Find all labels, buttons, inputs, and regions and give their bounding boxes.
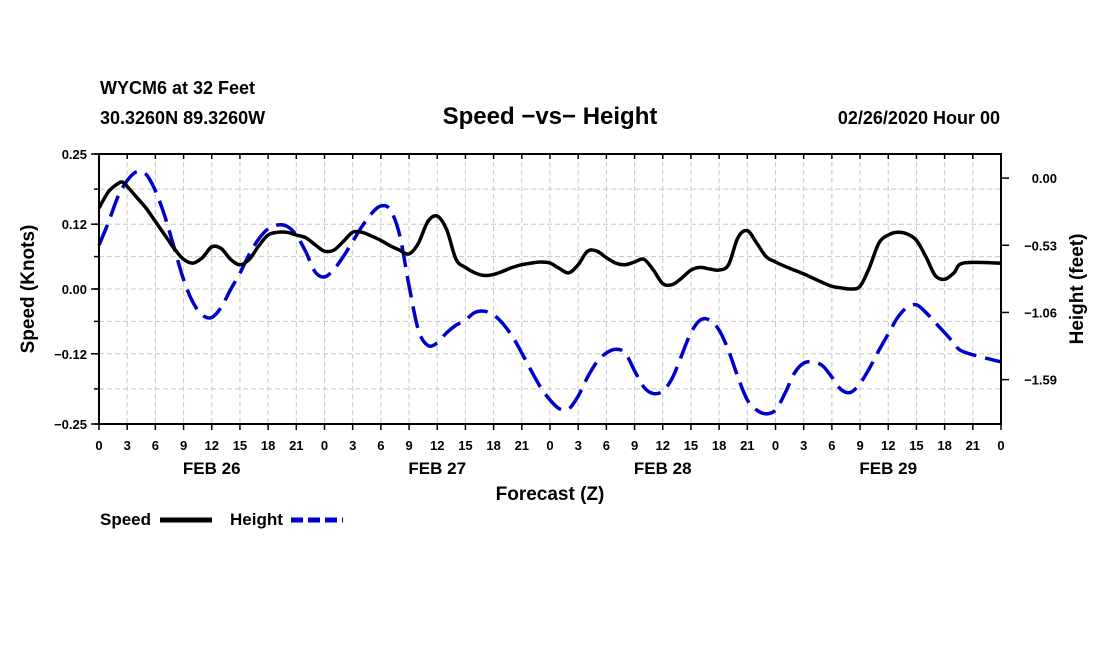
day-label: FEB 29 — [859, 459, 917, 478]
x-tick-label: 9 — [856, 438, 863, 453]
y-right-tick-label: 0.00 — [1032, 171, 1057, 186]
grid-lines — [99, 154, 1001, 424]
speed-series-line — [97, 180, 1002, 291]
x-tick-label: 18 — [486, 438, 500, 453]
y-axis-left-title: Speed (Knots) — [18, 225, 39, 354]
x-tick-label: 18 — [712, 438, 726, 453]
y-axis-right-title: Height (feet) — [1067, 234, 1088, 345]
x-tick-label: 9 — [405, 438, 412, 453]
x-tick-label: 15 — [458, 438, 472, 453]
x-tick-label: 0 — [95, 438, 102, 453]
x-tick-label: 12 — [430, 438, 444, 453]
x-tick-label: 15 — [909, 438, 923, 453]
legend-height-label: Height — [230, 510, 283, 529]
y-left-tick-label: −0.25 — [54, 417, 87, 432]
x-tick-label: 12 — [205, 438, 219, 453]
x-tick-label: 0 — [772, 438, 779, 453]
y-right-tick-label: −0.53 — [1024, 238, 1057, 253]
y-left-tick-label: −0.12 — [54, 347, 87, 362]
x-tick-label: 9 — [180, 438, 187, 453]
x-tick-label: 21 — [740, 438, 754, 453]
x-tick-label: 9 — [631, 438, 638, 453]
x-tick-label: 3 — [349, 438, 356, 453]
x-axis-title: Forecast (Z) — [496, 484, 605, 505]
location-label: 30.3260N 89.3260W — [100, 108, 265, 128]
x-tick-label: 15 — [233, 438, 247, 453]
legend: Speed Height — [100, 510, 343, 529]
x-tick-label: 3 — [575, 438, 582, 453]
x-tick-label: 21 — [966, 438, 980, 453]
x-tick-label: 6 — [603, 438, 610, 453]
x-tick-label: 12 — [881, 438, 895, 453]
x-tick-label: 21 — [289, 438, 303, 453]
x-tick-label: 6 — [828, 438, 835, 453]
x-tick-label: 3 — [124, 438, 131, 453]
y-right-tick-label: −1.06 — [1024, 305, 1057, 320]
forecast-datetime: 02/26/2020 Hour 00 — [838, 108, 1000, 128]
day-label: FEB 27 — [408, 459, 466, 478]
x-tick-label: 6 — [377, 438, 384, 453]
legend-speed-label: Speed — [100, 510, 151, 529]
x-tick-label: 3 — [800, 438, 807, 453]
x-tick-label: 0 — [546, 438, 553, 453]
x-tick-label: 0 — [997, 438, 1004, 453]
day-label: FEB 28 — [634, 459, 692, 478]
y-left-tick-label: 0.25 — [62, 147, 87, 162]
day-label: FEB 26 — [183, 459, 241, 478]
x-tick-label: 15 — [684, 438, 698, 453]
y-left-tick-label: 0.00 — [62, 282, 87, 297]
x-tick-label: 0 — [321, 438, 328, 453]
x-tick-label: 18 — [937, 438, 951, 453]
y-left-tick-label: 0.12 — [62, 217, 87, 232]
axes: 0 3 6 9 12 15 18 21 0 3 6 9 12 15 18 21 0 3 6 9 12 15 18 21 0 3 6 9… — [54, 147, 1057, 478]
series-lines — [97, 169, 1002, 416]
x-tick-label: 21 — [515, 438, 529, 453]
x-tick-label: 18 — [261, 438, 275, 453]
y-right-tick-label: −1.59 — [1024, 373, 1057, 388]
station-label: WYCM6 at 32 Feet — [100, 78, 255, 98]
x-tick-label: 12 — [656, 438, 670, 453]
chart-title: Speed −vs− Height — [443, 103, 658, 130]
x-tick-label: 6 — [152, 438, 159, 453]
